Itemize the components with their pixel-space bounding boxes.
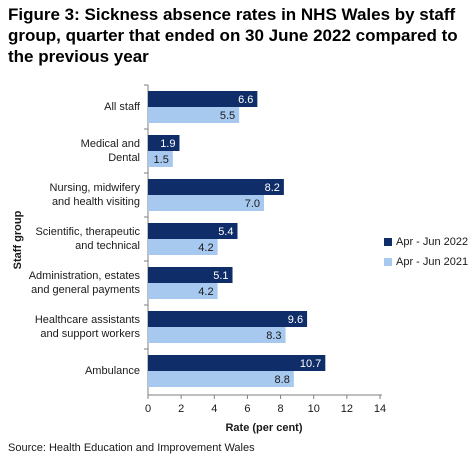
y-tick-label-line: Scientific, therapeutic [35,226,140,238]
bar [148,355,326,371]
bar [148,327,286,343]
y-tick-label-line: and support workers [40,328,140,340]
value-label: 4.2 [198,242,213,254]
x-tick-label: 6 [244,403,250,415]
x-tick-label: 4 [211,403,217,415]
value-label: 9.6 [288,314,303,326]
bar [148,107,240,123]
bar [148,267,233,283]
bar [148,239,218,255]
y-tick-label: Medical and Dental [81,138,140,164]
bar [148,311,308,327]
y-tick-label-line: Nursing, midwifery [50,182,141,194]
y-axis-title: Staff group [12,210,24,269]
bar [148,371,294,387]
y-tick-label: Administration, estates and general payme… [29,270,141,296]
chart-title: Figure 3: Sickness absence rates in NHS … [8,5,458,66]
x-tick-label: 8 [278,403,284,415]
y-tick-label-line: Medical and [81,138,140,150]
legend-label: Apr - Jun 2022 [396,236,468,248]
y-tick-label-line: Ambulance [85,365,140,377]
value-label: 5.4 [218,226,233,238]
legend-swatch [384,258,392,266]
x-axis-title: Rate (per cent) [225,422,302,434]
y-tick-label-line: Dental [108,152,140,164]
value-label: 5.1 [213,270,228,282]
value-label: 6.6 [238,94,253,106]
y-tick-label-line: and health visiting [52,196,140,208]
y-tick-label: All staff [104,101,141,113]
value-label: 8.3 [266,330,281,342]
legend-swatch [384,238,392,246]
y-tick-label: Scientific, therapeutic and technical [35,226,140,252]
value-label: 7.0 [245,198,260,210]
value-label: 1.5 [154,154,169,166]
value-label: 8.8 [275,374,290,386]
value-label: 4.2 [198,286,213,298]
bar [148,135,180,151]
y-tick-label-line: All staff [104,101,141,113]
y-tick-label: Healthcare assistants and support workers [35,314,141,340]
source: Source: Health Education and Improvement… [8,442,255,454]
x-tick-label: 2 [178,403,184,415]
bar [148,151,173,167]
y-tick-label-line: Healthcare assistants [35,314,141,326]
x-tick-label: 10 [308,403,320,415]
value-label: 8.2 [265,182,280,194]
value-label: 10.7 [300,358,321,370]
y-tick-label: Nursing, midwifery and health visiting [50,182,141,208]
x-tick-label: 14 [374,403,386,415]
legend-label: Apr - Jun 2021 [396,256,468,268]
y-tick-label-line: and technical [75,240,140,252]
bar [148,179,284,195]
bar [148,195,264,211]
bar [148,223,238,239]
x-tick-label: 0 [145,403,151,415]
bar [148,283,218,299]
y-tick-label-line: and general payments [31,284,140,296]
y-tick-label: Ambulance [85,365,140,377]
value-label: 1.9 [160,138,175,150]
y-tick-label-line: Administration, estates [29,270,141,282]
x-tick-label: 12 [341,403,353,415]
value-label: 5.5 [220,110,235,122]
bar [148,91,258,107]
